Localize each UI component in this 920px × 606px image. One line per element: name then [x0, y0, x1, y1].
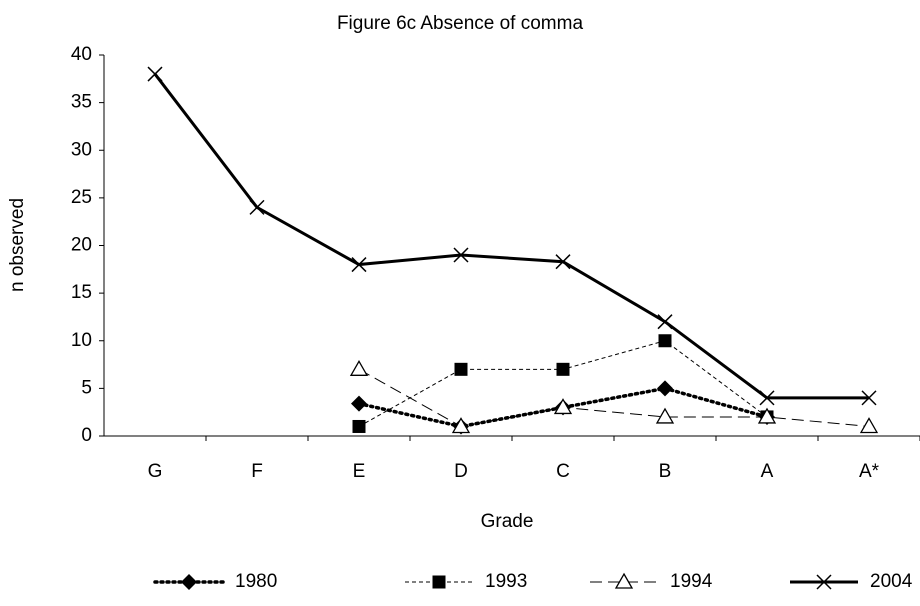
marker — [181, 574, 197, 590]
y-axis-label: n observed — [7, 198, 28, 292]
y-tick-label: 15 — [71, 282, 92, 303]
x-tick-label: G — [148, 461, 163, 482]
x-tick-label: F — [251, 461, 263, 482]
y-tick-label: 35 — [71, 92, 92, 113]
marker — [454, 362, 468, 376]
marker — [859, 417, 879, 434]
marker — [861, 390, 877, 406]
marker — [759, 390, 775, 406]
marker — [453, 247, 469, 263]
y-tick-label: 40 — [71, 44, 92, 65]
y-tick-label: 25 — [71, 187, 92, 208]
marker — [556, 362, 570, 376]
marker — [249, 199, 265, 215]
chart-title: Figure 6c Absence of comma — [337, 13, 583, 34]
marker — [147, 66, 163, 82]
marker — [351, 257, 367, 273]
x-tick-label: D — [454, 461, 468, 482]
marker — [816, 574, 832, 590]
x-tick-label: E — [353, 461, 366, 482]
y-tick-label: 0 — [81, 425, 92, 446]
marker — [553, 398, 573, 415]
x-tick-label: A* — [859, 461, 880, 482]
legend-label: 1994 — [670, 571, 713, 592]
x-tick-label: A — [761, 461, 774, 482]
marker — [658, 334, 672, 348]
series-line — [358, 368, 870, 427]
marker — [657, 314, 673, 330]
marker — [351, 395, 367, 412]
series-line — [153, 73, 869, 400]
marker — [451, 417, 471, 434]
y-tick-label: 5 — [81, 377, 92, 398]
marker — [349, 360, 369, 376]
marker — [614, 572, 634, 589]
y-tick-label: 30 — [71, 139, 92, 160]
legend-label: 1993 — [485, 571, 527, 592]
legend-label: 1980 — [235, 571, 277, 592]
marker — [757, 407, 777, 424]
x-axis-label: Grade — [481, 511, 534, 532]
marker — [352, 419, 366, 433]
x-tick-label: C — [556, 461, 570, 482]
legend-label: 2004 — [870, 571, 913, 592]
y-tick-label: 20 — [71, 235, 92, 256]
marker — [432, 575, 446, 589]
marker — [657, 380, 673, 397]
x-tick-label: B — [659, 461, 672, 482]
marker — [655, 407, 675, 424]
y-tick-label: 10 — [71, 330, 92, 351]
marker — [555, 254, 571, 270]
